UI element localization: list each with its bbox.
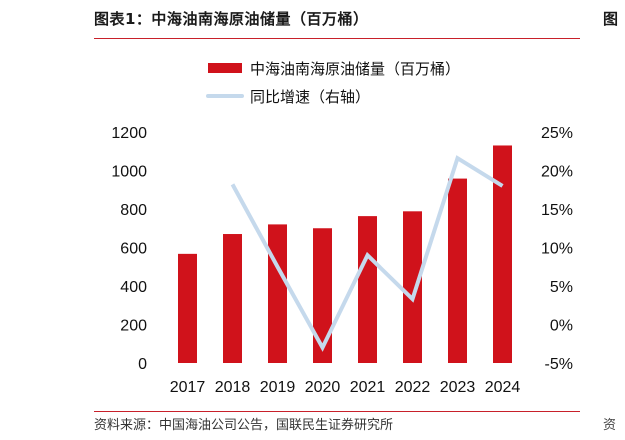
right-tick-label: -5% [545, 356, 573, 373]
bar-series [178, 145, 512, 363]
x-tick-label: 2020 [305, 379, 341, 396]
next-figure-label: 图 [603, 10, 619, 28]
right-tick-label: 0% [550, 318, 573, 335]
chart-title: 图表1：中海油南海原油储量（百万桶） [94, 10, 369, 28]
bar [223, 234, 242, 363]
source-note: 资料来源：中国海油公司公告，国联民生证券研究所 [94, 418, 394, 433]
right-tick-label: 25% [541, 125, 573, 142]
x-tick-label: 2024 [485, 379, 521, 396]
legend-bar-label: 中海油南海原油储量（百万桶） [250, 60, 460, 78]
left-axis: 0 200 400 600 800 1000 1200 [111, 125, 147, 373]
x-axis: 2017 2018 2019 2020 2021 2022 2023 2024 [170, 379, 521, 396]
x-tick-label: 2021 [350, 379, 386, 396]
right-tick-label: 15% [541, 202, 573, 219]
bar [268, 224, 287, 363]
next-figure-source: 资 [603, 418, 617, 433]
left-tick-label: 1000 [111, 164, 147, 181]
x-tick-label: 2018 [215, 379, 251, 396]
left-tick-label: 400 [120, 279, 147, 296]
left-tick-label: 800 [120, 202, 147, 219]
growth-line [230, 155, 504, 352]
footer-rule [94, 411, 580, 412]
right-tick-label: 10% [541, 241, 573, 258]
title-rule [94, 38, 580, 39]
bar [493, 145, 512, 363]
legend-line-label: 同比增速（右轴） [250, 88, 370, 106]
right-tick-label: 5% [550, 279, 573, 296]
x-tick-label: 2023 [440, 379, 476, 396]
left-tick-label: 600 [120, 241, 147, 258]
legend-bar-swatch [208, 63, 242, 73]
x-tick-label: 2022 [395, 379, 431, 396]
left-tick-label: 200 [120, 318, 147, 335]
bar [403, 211, 422, 363]
x-tick-label: 2019 [260, 379, 296, 396]
legend: 中海油南海原油储量（百万桶） 同比增速（右轴） [206, 60, 460, 106]
bar [358, 216, 377, 363]
right-axis: -5% 0% 5% 10% 15% 20% 25% [541, 125, 573, 373]
bar [178, 253, 197, 363]
bar [448, 178, 467, 363]
right-tick-label: 20% [541, 164, 573, 181]
line-series [230, 155, 504, 352]
x-tick-label: 2017 [170, 379, 206, 396]
left-tick-label: 1200 [111, 125, 147, 142]
left-tick-label: 0 [138, 356, 147, 373]
bar [313, 228, 332, 363]
